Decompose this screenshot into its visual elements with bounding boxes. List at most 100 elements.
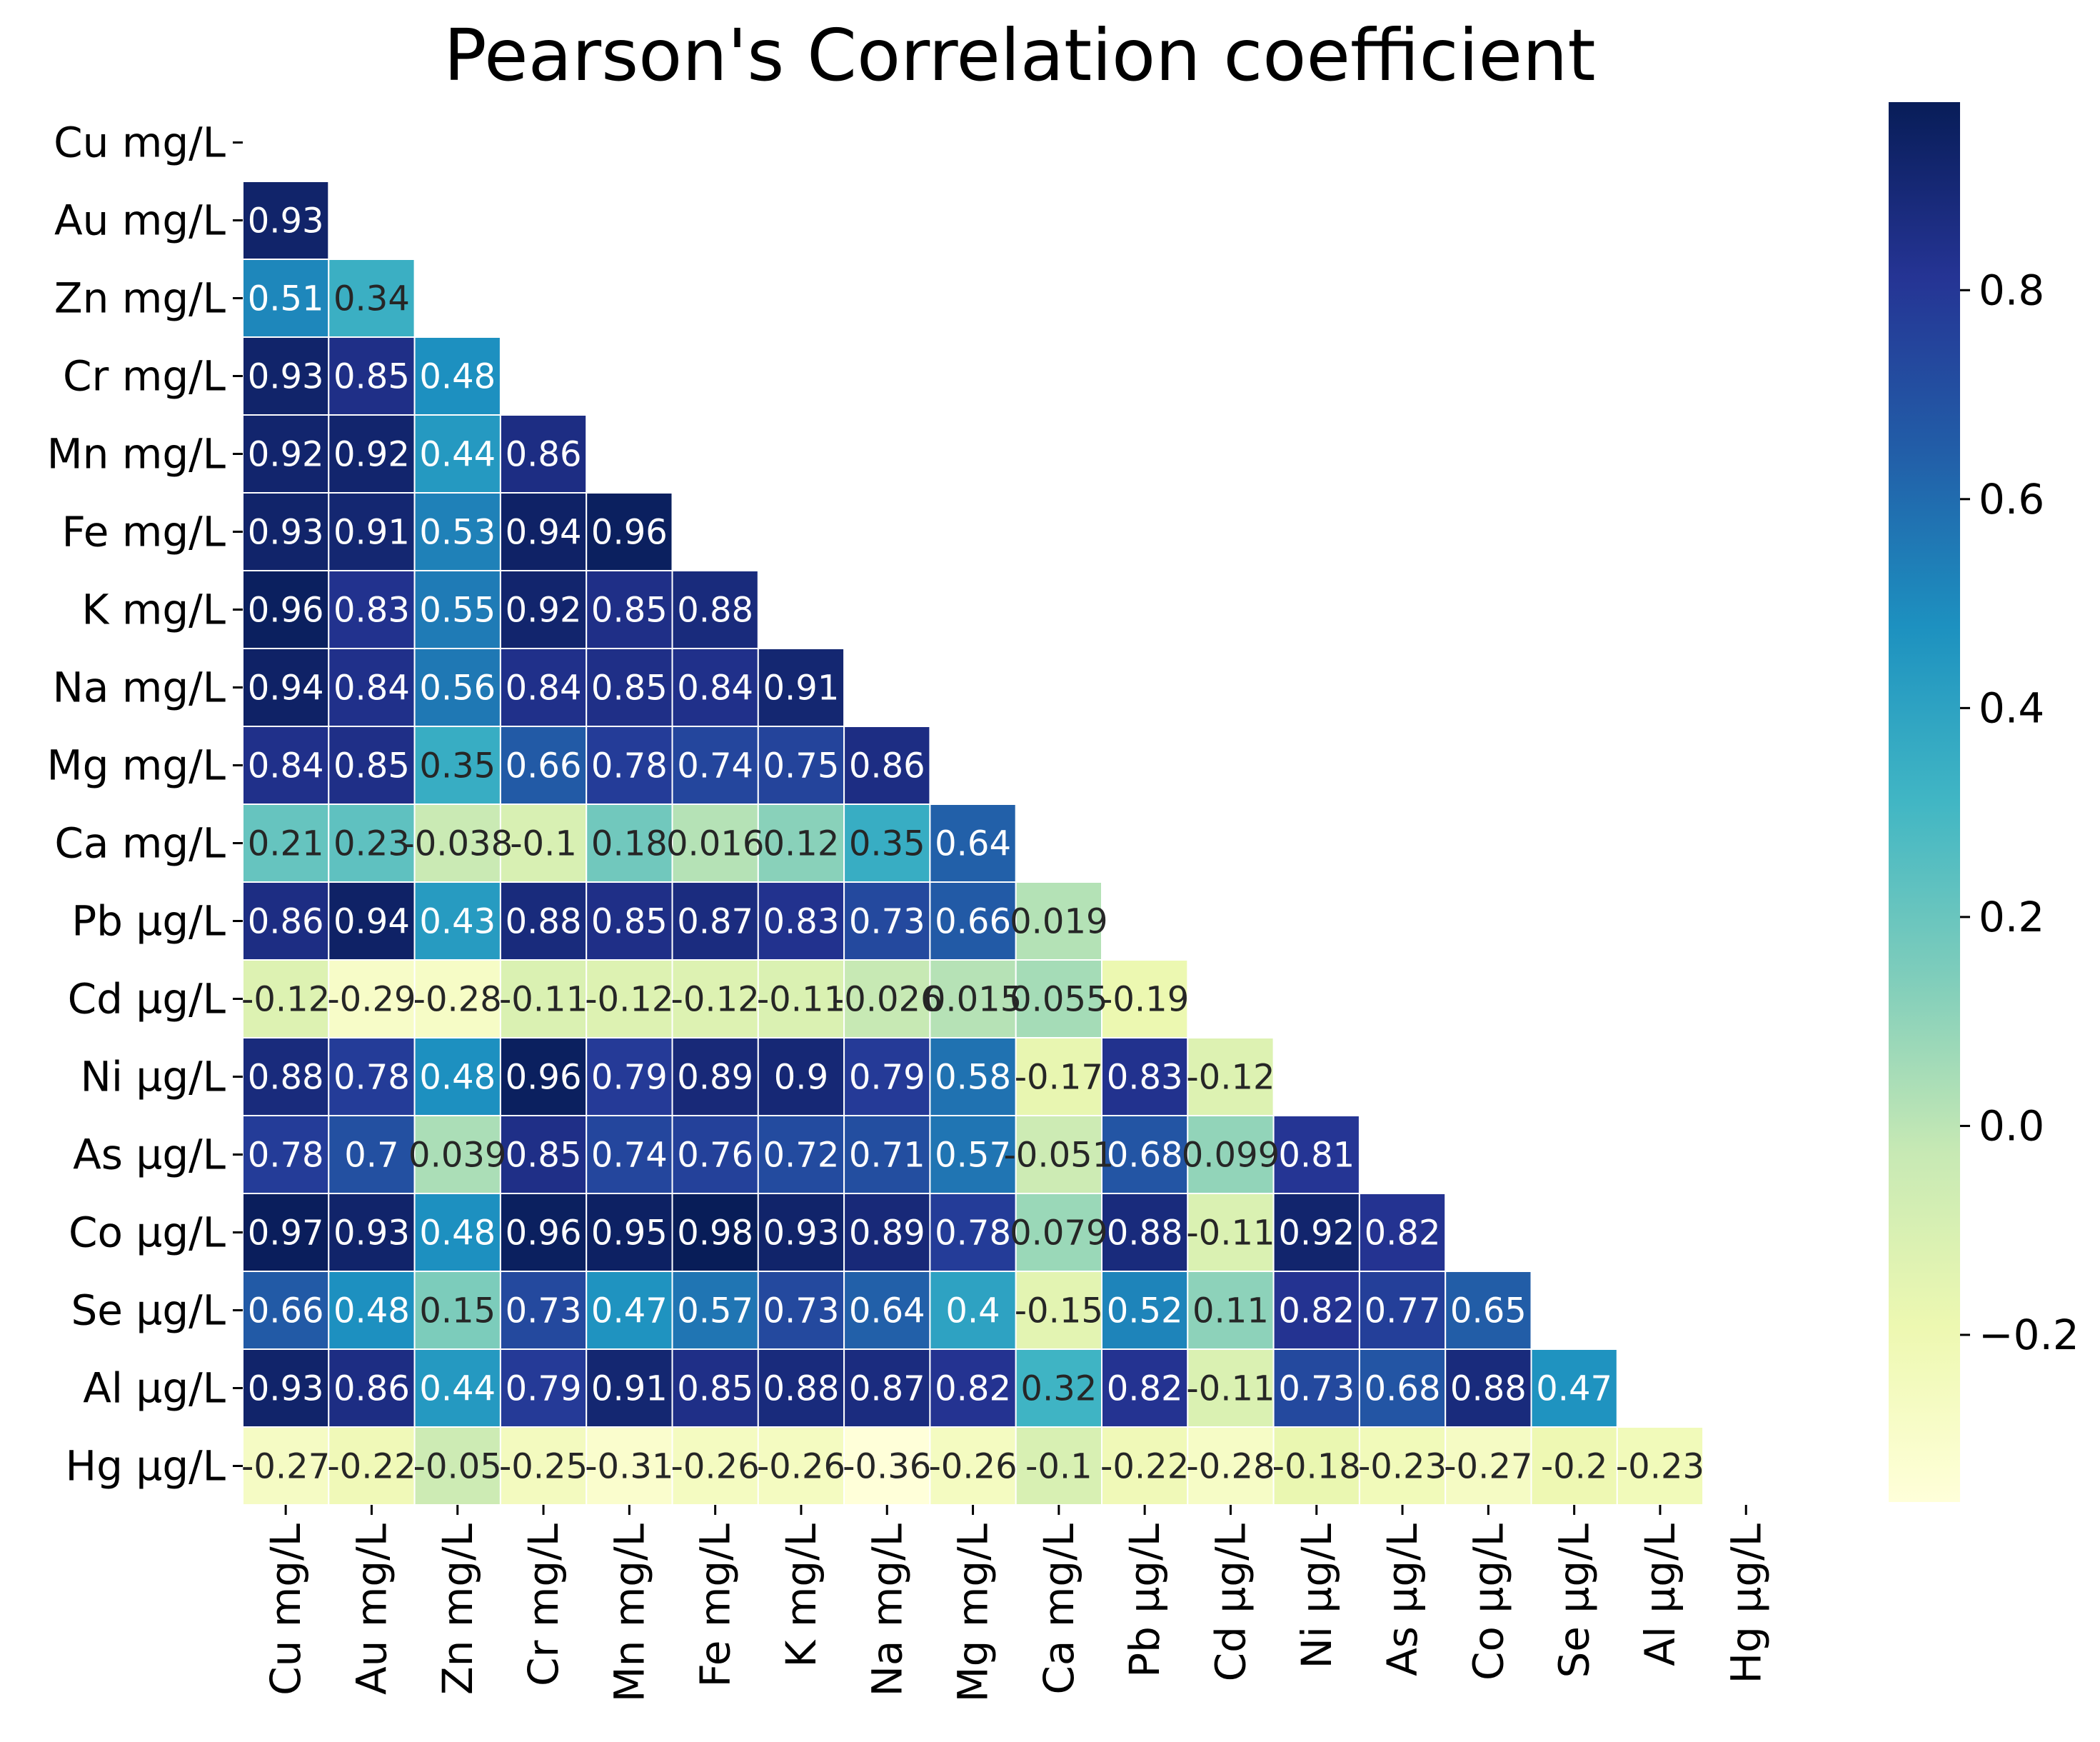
heatmap-cell-label: 0.016 bbox=[666, 824, 764, 864]
heatmap-cell-label: 0.93 bbox=[248, 1369, 324, 1409]
heatmap-cell-label: 0.96 bbox=[506, 1058, 582, 1098]
heatmap-cell-label: 0.85 bbox=[333, 746, 410, 786]
heatmap-cell bbox=[242, 1115, 330, 1194]
heatmap-cell-label: 0.74 bbox=[677, 746, 753, 786]
heatmap-cell-label: -0.11 bbox=[1186, 1369, 1275, 1409]
heatmap-cell-label: 0.82 bbox=[935, 1369, 1011, 1409]
heatmap-cell-label: 0.73 bbox=[763, 1291, 840, 1331]
heatmap-cell-label: 0.12 bbox=[763, 824, 840, 864]
heatmap-cell-label: 0.055 bbox=[1010, 980, 1107, 1020]
heatmap-cell bbox=[929, 1271, 1017, 1350]
heatmap-cell bbox=[1272, 1193, 1360, 1272]
heatmap-cell-label: -0.31 bbox=[585, 1447, 673, 1487]
heatmap-cell-label: -0.22 bbox=[1100, 1447, 1189, 1487]
heatmap-cell bbox=[328, 1348, 416, 1428]
heatmap-cell-label: 0.79 bbox=[591, 1058, 668, 1098]
heatmap-cell-label: 0.74 bbox=[591, 1136, 668, 1176]
x-tick-label: Au mg/L bbox=[347, 1523, 396, 1695]
heatmap-cell bbox=[757, 1193, 845, 1272]
heatmap-cell-label: 0.84 bbox=[248, 746, 324, 786]
heatmap-cell-label: 0.48 bbox=[333, 1291, 410, 1331]
heatmap-cell-label: 0.88 bbox=[763, 1369, 840, 1409]
heatmap-cell-label: 0.91 bbox=[763, 669, 840, 709]
heatmap-cell-label: 0.71 bbox=[849, 1136, 925, 1176]
heatmap-cell bbox=[586, 1348, 673, 1428]
heatmap-cell-label: -0.36 bbox=[843, 1447, 931, 1487]
x-tick-label: Cu mg/L bbox=[261, 1523, 310, 1696]
y-tick-label: Se µg/L bbox=[71, 1286, 226, 1335]
heatmap-cell bbox=[1187, 1193, 1275, 1272]
heatmap-cell-label: -0.28 bbox=[413, 980, 502, 1020]
heatmap-cell bbox=[843, 804, 931, 883]
heatmap-cell bbox=[1445, 1426, 1532, 1506]
heatmap-cell-label: 0.48 bbox=[419, 357, 496, 397]
heatmap-cell bbox=[242, 181, 330, 260]
heatmap-cell-label: 0.57 bbox=[935, 1136, 1011, 1176]
heatmap-cell bbox=[1101, 1271, 1189, 1350]
heatmap-cell bbox=[413, 414, 501, 494]
heatmap-cell bbox=[1187, 1426, 1275, 1506]
heatmap-cell-label: 0.97 bbox=[248, 1213, 324, 1253]
heatmap-cell bbox=[328, 1115, 416, 1194]
heatmap-cell-label: 0.92 bbox=[1278, 1213, 1355, 1253]
x-tick-label: Ni µg/L bbox=[1292, 1523, 1341, 1669]
heatmap-cell-label: 0.84 bbox=[333, 669, 410, 709]
heatmap-cell-label: 0.44 bbox=[419, 1369, 496, 1409]
heatmap-cell-label: 0.93 bbox=[763, 1213, 840, 1253]
heatmap-cell bbox=[929, 881, 1017, 961]
heatmap-cell-label: 0.53 bbox=[419, 513, 496, 553]
heatmap-cell bbox=[1272, 1426, 1360, 1506]
heatmap-cell bbox=[1187, 1115, 1275, 1194]
heatmap-cell bbox=[757, 959, 845, 1038]
heatmap-cell bbox=[328, 492, 416, 571]
heatmap-cell bbox=[328, 259, 416, 338]
x-tick-label: K mg/L bbox=[777, 1523, 825, 1668]
heatmap-cell-label: 0.85 bbox=[333, 357, 410, 397]
heatmap-cell-label: -0.12 bbox=[241, 980, 330, 1020]
heatmap-cell bbox=[242, 881, 330, 961]
x-tick-label: Al µg/L bbox=[1636, 1523, 1684, 1666]
colorbar-tick-label: 0.0 bbox=[1979, 1101, 2044, 1150]
heatmap-cell-label: -0.22 bbox=[327, 1447, 416, 1487]
heatmap-cell-label: 0.93 bbox=[333, 1213, 410, 1253]
heatmap-cell-label: -0.05 bbox=[413, 1447, 502, 1487]
heatmap-cell bbox=[328, 804, 416, 883]
heatmap-cell-label: 0.92 bbox=[506, 591, 582, 631]
x-tick-label: Cr mg/L bbox=[519, 1523, 568, 1686]
heatmap-cell-label: 0.88 bbox=[248, 1058, 324, 1098]
heatmap-cell bbox=[1358, 1426, 1447, 1506]
x-tick-label: Ca mg/L bbox=[1035, 1523, 1083, 1695]
heatmap-cell-label: 0.47 bbox=[591, 1291, 668, 1331]
heatmap-cell-label: 0.94 bbox=[248, 669, 324, 709]
heatmap-cell bbox=[242, 1426, 330, 1506]
heatmap-cell-label: 0.86 bbox=[849, 746, 925, 786]
heatmap-cell bbox=[757, 1271, 845, 1350]
heatmap-cell-label: 0.44 bbox=[419, 435, 496, 475]
heatmap-cell bbox=[413, 492, 501, 571]
heatmap-cell-label: 0.21 bbox=[248, 824, 324, 864]
x-tick-label: As µg/L bbox=[1378, 1523, 1427, 1676]
heatmap-cell-label: 0.79 bbox=[849, 1058, 925, 1098]
heatmap-cell-label: 0.35 bbox=[849, 824, 925, 864]
heatmap-cell-label: -0.26 bbox=[928, 1447, 1017, 1487]
heatmap-cell bbox=[586, 1193, 673, 1272]
heatmap-cell bbox=[757, 804, 845, 883]
heatmap-cell-label: 0.89 bbox=[849, 1213, 925, 1253]
heatmap-cell-label: 0.079 bbox=[1010, 1213, 1107, 1253]
heatmap-cell-label: 0.7 bbox=[344, 1136, 398, 1176]
heatmap-cell bbox=[499, 881, 588, 961]
heatmap-cell-label: 0.91 bbox=[333, 513, 410, 553]
heatmap-cell bbox=[1015, 1037, 1102, 1116]
heatmap-cell-label: 0.81 bbox=[1278, 1136, 1355, 1176]
heatmap-cell-label: -0.28 bbox=[1186, 1447, 1275, 1487]
heatmap-cell bbox=[413, 1271, 501, 1350]
heatmap-cell-label: 0.78 bbox=[333, 1058, 410, 1098]
heatmap-cell-label: 0.68 bbox=[1107, 1136, 1183, 1176]
heatmap-cell-label: 0.92 bbox=[333, 435, 410, 475]
heatmap-cell bbox=[1187, 1348, 1275, 1428]
heatmap-cell-label: 0.48 bbox=[419, 1058, 496, 1098]
heatmap-cell-label: 0.48 bbox=[419, 1213, 496, 1253]
heatmap-cell bbox=[242, 1037, 330, 1116]
colorbar-tick-label: 0.8 bbox=[1979, 266, 2044, 314]
